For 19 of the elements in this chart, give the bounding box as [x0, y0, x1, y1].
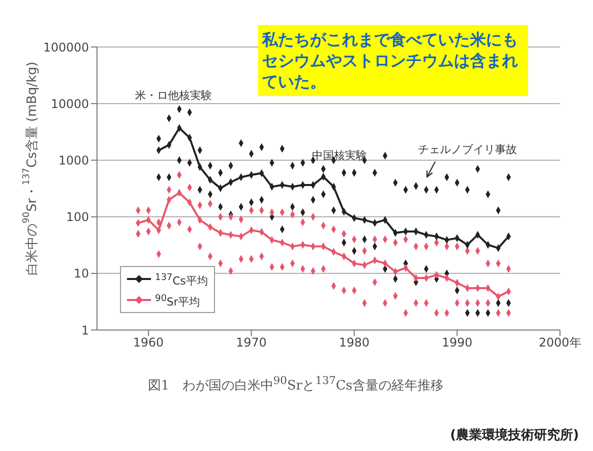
- y-tick-label: 10000: [50, 96, 89, 111]
- y-tick-label: 10: [74, 266, 89, 281]
- annotation: チェルノブイリ事故: [418, 142, 517, 157]
- x-tick-label: 1980: [338, 336, 370, 350]
- legend-label: $^{90}$Sr平均: [155, 292, 200, 310]
- y-tick-label: 1: [81, 323, 89, 338]
- text: (農業環境技術研究所): [450, 426, 579, 444]
- y-tick-label: 100: [66, 210, 89, 224]
- x-tick-label: 2000年: [538, 336, 582, 350]
- x-tick-label: 1990: [442, 336, 472, 350]
- y-tick-label: 1000: [58, 153, 89, 168]
- legend-label: $^{137}$Cs平均: [155, 271, 208, 290]
- annotation: 中国核実験: [312, 148, 367, 163]
- y-tick-label: 100000: [43, 40, 89, 54]
- annotation: 私たちがこれまで食べていた米にもセシウムやストロンチウムは含まれていた。: [258, 25, 528, 96]
- annotation: 米・ロ他核実験: [135, 88, 212, 103]
- x-tick-label: 1970: [236, 336, 267, 350]
- x-tick-label: 1960: [133, 336, 164, 350]
- caption: 図1 わが国の白米中$^{90}$Srと$^{137}$Cs含量の経年推移: [148, 374, 444, 394]
